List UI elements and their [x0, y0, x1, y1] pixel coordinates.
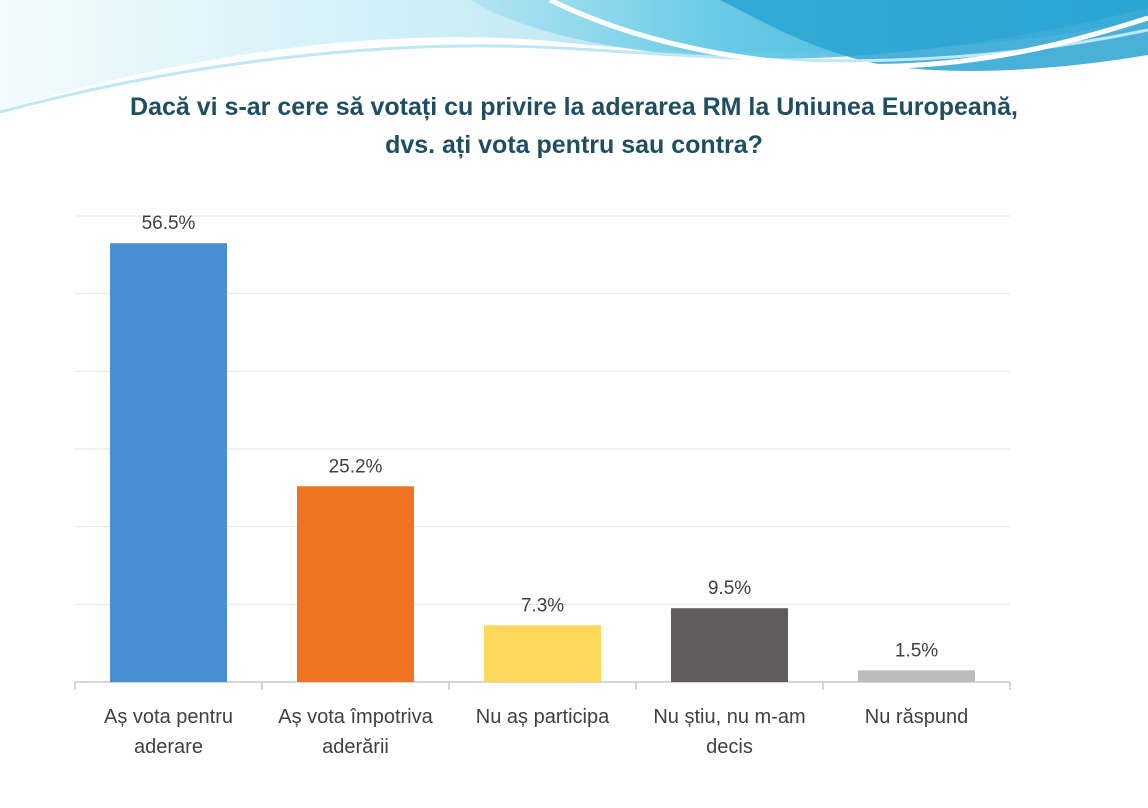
- data-label: 25.2%: [329, 456, 383, 477]
- category-label: decis: [706, 736, 753, 758]
- chart-title-line-1: Dacă vi s-ar cere să votați cu privire l…: [130, 93, 1018, 121]
- header-wave-decoration: [0, 0, 1148, 114]
- data-label: 9.5%: [708, 578, 751, 599]
- category-label: Nu știu, nu m-am: [653, 706, 805, 728]
- data-label: 7.3%: [521, 595, 564, 616]
- data-label: 1.5%: [895, 640, 938, 661]
- category-label: Nu aș participa: [476, 706, 610, 728]
- category-label: Aș vota împotriva: [278, 706, 433, 728]
- bar: [484, 625, 601, 682]
- bar: [110, 243, 227, 682]
- category-label: Nu răspund: [865, 706, 968, 728]
- category-label: aderării: [322, 736, 389, 758]
- data-label: 56.5%: [142, 213, 196, 234]
- bar: [297, 486, 414, 682]
- chart-title-line-2: dvs. ați vota pentru sau contra?: [385, 131, 763, 159]
- bar: [671, 608, 788, 682]
- category-label: aderare: [134, 736, 203, 758]
- bar: [858, 670, 975, 682]
- category-label: Aș vota pentru: [104, 706, 233, 728]
